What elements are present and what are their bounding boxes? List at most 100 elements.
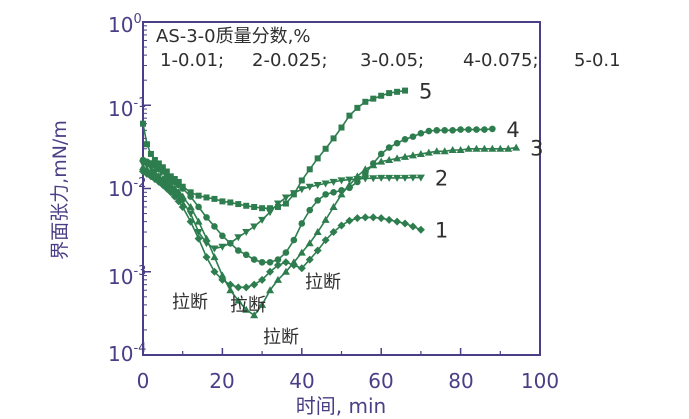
data-point — [377, 214, 386, 223]
data-point — [186, 210, 195, 218]
data-point — [330, 189, 337, 196]
data-point — [394, 88, 401, 95]
data-point — [401, 152, 410, 160]
data-point — [456, 146, 465, 154]
data-point — [305, 239, 314, 247]
data-point — [281, 258, 290, 267]
data-point — [408, 151, 417, 159]
data-point — [362, 98, 369, 105]
legend: AS-3-0质量分数,% 1-0.01; 2-0.025; 3-0.05; 4-… — [156, 26, 621, 71]
y-tick-label: 100 — [108, 12, 142, 37]
x-tick-label: 60 — [368, 369, 393, 393]
data-point — [211, 223, 218, 230]
data-point — [305, 255, 314, 264]
data-point — [337, 177, 346, 185]
data-point — [143, 141, 150, 148]
data-point — [481, 126, 488, 133]
data-point — [235, 201, 242, 208]
data-point — [321, 236, 330, 245]
data-point — [306, 206, 314, 214]
series-label-1: 1 — [435, 219, 448, 243]
data-point — [354, 104, 361, 111]
data-point — [290, 236, 298, 244]
data-point — [377, 150, 385, 158]
data-point — [369, 213, 378, 222]
data-point — [234, 296, 243, 304]
data-point — [457, 126, 464, 133]
data-point — [273, 261, 282, 270]
x-tick-label: 100 — [521, 369, 559, 393]
x-tick-labels: 0 20 40 60 80 100 — [137, 369, 559, 393]
data-point — [211, 195, 218, 202]
data-point — [472, 144, 481, 152]
data-point — [354, 178, 361, 186]
data-point — [408, 222, 417, 231]
data-point — [170, 184, 179, 192]
data-point — [322, 145, 329, 152]
data-point — [314, 197, 321, 204]
data-point — [210, 245, 219, 253]
data-point — [163, 168, 170, 175]
data-point — [297, 186, 306, 194]
data-point — [329, 178, 338, 186]
data-point — [408, 174, 417, 182]
data-point — [210, 253, 219, 261]
data-point — [322, 191, 329, 198]
legend-entry: 1-0.01; — [160, 50, 224, 71]
data-point — [345, 176, 354, 184]
data-markers — [139, 87, 521, 319]
data-point — [473, 126, 480, 133]
data-point — [337, 190, 346, 198]
series-label-2: 2 — [435, 167, 448, 191]
data-point — [158, 175, 167, 183]
data-point — [159, 164, 166, 171]
data-point — [258, 300, 267, 308]
data-point — [242, 251, 250, 259]
data-point — [243, 202, 250, 209]
data-point — [401, 174, 410, 182]
data-point — [226, 286, 235, 294]
y-tick-labels: 10-4 10-3 10-2 10-1 100 — [108, 12, 146, 366]
data-point — [203, 194, 210, 201]
y-tick-label: 10-1 — [108, 96, 146, 121]
data-point — [432, 147, 441, 155]
x-axis-title: 时间, min — [296, 394, 386, 418]
data-point — [402, 87, 409, 94]
data-point — [393, 154, 402, 162]
data-point — [266, 258, 274, 266]
data-point — [346, 112, 353, 119]
data-point — [234, 234, 243, 242]
data-point — [166, 181, 175, 189]
data-point — [298, 220, 306, 227]
data-point — [242, 305, 251, 313]
data-point — [250, 223, 259, 231]
data-point — [314, 155, 321, 162]
data-point — [424, 148, 433, 156]
data-point — [385, 155, 394, 163]
data-point — [416, 225, 425, 234]
data-point — [409, 133, 417, 140]
data-point — [281, 267, 290, 275]
data-point — [250, 256, 258, 263]
data-point — [194, 229, 203, 237]
data-point — [416, 149, 425, 157]
data-point — [281, 194, 290, 202]
data-point — [140, 120, 146, 127]
data-point — [313, 246, 322, 255]
data-point — [251, 203, 258, 210]
data-point — [178, 202, 187, 211]
data-point — [504, 144, 513, 152]
data-point — [147, 150, 154, 157]
x-tick-label: 40 — [289, 369, 314, 393]
data-point — [377, 174, 386, 182]
data-point — [496, 144, 505, 152]
data-point — [417, 130, 425, 137]
break-annotation: 拉断 — [305, 272, 341, 293]
data-point — [386, 90, 393, 97]
x-tick-label: 20 — [209, 369, 234, 393]
data-point — [219, 198, 226, 205]
data-point — [488, 144, 497, 152]
data-point — [186, 217, 195, 226]
data-point — [425, 127, 433, 135]
data-point — [174, 188, 183, 196]
